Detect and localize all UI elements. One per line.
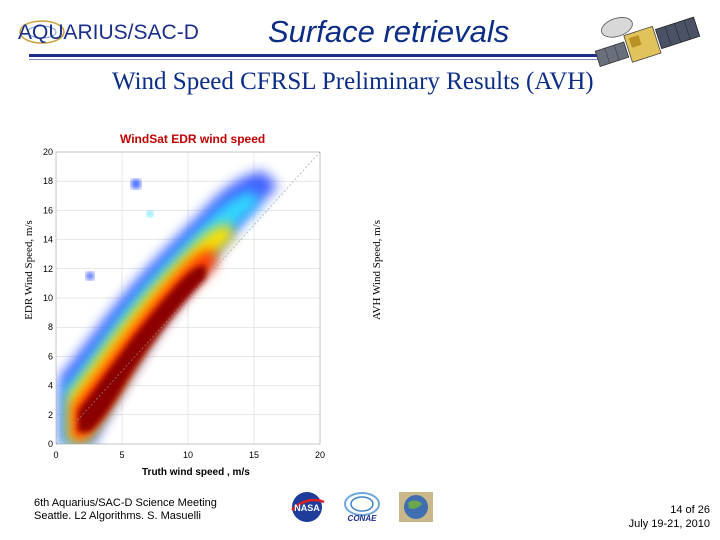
x-tick-label: 20	[315, 450, 325, 460]
footer-page-info: 14 of 26 July 19-21, 2010	[600, 503, 710, 531]
y-tick-label: 12	[43, 264, 53, 274]
slide-subtitle: Wind Speed CFRSL Preliminary Results (AV…	[112, 68, 594, 95]
y-tick-label: 8	[48, 322, 53, 332]
right-axis-label: AVH Wind Speed, m/s	[369, 200, 385, 340]
conae-logo: CONAE	[344, 492, 380, 523]
x-tick-label: 5	[119, 450, 124, 460]
y-tick-label: 2	[48, 410, 53, 420]
footer-meeting-info: 6th Aquarius/SAC-D Science Meeting Seatt…	[34, 497, 217, 523]
y-tick-label: 4	[48, 381, 53, 391]
footer-meeting: 6th Aquarius/SAC-D Science Meeting	[34, 497, 217, 509]
logo-text: AQUARIUS/SAC-D	[18, 21, 199, 44]
meeting-date: July 19-21, 2010	[628, 518, 710, 530]
left-axis-label: EDR Wind Speed, m/s	[21, 205, 37, 335]
title-rule	[29, 54, 607, 57]
y-tick-label: 20	[43, 147, 53, 157]
aquarius-sacd-logo: AQUARIUS/SAC-D	[18, 20, 199, 44]
nasa-logo-text: NASA	[294, 503, 320, 513]
y-tick-label: 0	[48, 439, 53, 449]
chart-title: WindSat EDR wind speed	[120, 132, 265, 146]
footer-location: Seattle. L2 Algorithms. S. Masuelli	[34, 510, 201, 522]
globe-logo	[399, 492, 433, 522]
x-tick-label: 10	[183, 450, 193, 460]
x-tick-labels: 0 5 10 15 20	[53, 450, 325, 460]
left-axis-label-text: EDR Wind Speed, m/s	[23, 220, 35, 320]
satellite-icon	[594, 16, 701, 67]
x-axis-label: Truth wind speed , m/s	[142, 467, 250, 478]
title-rule-thin	[29, 59, 607, 60]
nasa-logo: NASA	[291, 492, 325, 522]
conae-logo-text: CONAE	[348, 514, 378, 523]
x-tick-label: 0	[53, 450, 58, 460]
one-to-one-line	[56, 152, 320, 444]
right-axis-label-text: AVH Wind Speed, m/s	[371, 220, 383, 320]
slide-title: Surface retrievals	[268, 14, 510, 49]
y-tick-label: 6	[48, 351, 53, 361]
page-number: 14 of 26	[670, 504, 710, 516]
y-tick-labels: 0 2 4 6 8 10 12 14 16 18 20	[43, 147, 53, 449]
y-tick-label: 18	[43, 176, 53, 186]
x-tick-label: 15	[249, 450, 259, 460]
y-tick-label: 16	[43, 205, 53, 215]
y-tick-label: 10	[43, 293, 53, 303]
wind-speed-heatmap: WindSat EDR wind speed 0 5 10 15 20 0 2 4 6 8 10 1…	[43, 132, 325, 478]
y-tick-label: 14	[43, 235, 53, 245]
